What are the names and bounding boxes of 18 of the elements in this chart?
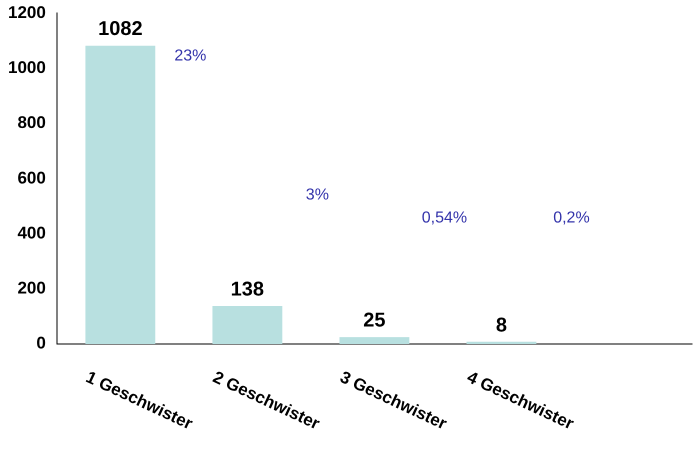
bar [85,46,156,344]
annotation: 3% [306,186,329,204]
data-label: 138 [230,278,264,300]
y-tick-label: 400 [17,223,46,242]
y-tick-label: 800 [17,113,46,132]
annotation: 0,2% [553,210,590,227]
data-label: 25 [363,310,386,332]
bar [212,306,282,344]
data-label: 1082 [98,18,143,40]
annotation: 0,54% [422,210,468,227]
data-label: 8 [496,314,508,336]
bar [339,337,410,344]
annotation: 23% [174,48,206,65]
y-tick-label: 600 [17,168,46,188]
y-tick-label: 200 [17,278,46,298]
y-tick-label: 0 [36,334,46,353]
y-tick-label: 1000 [8,58,46,78]
y-tick-label: 1200 [8,2,46,22]
